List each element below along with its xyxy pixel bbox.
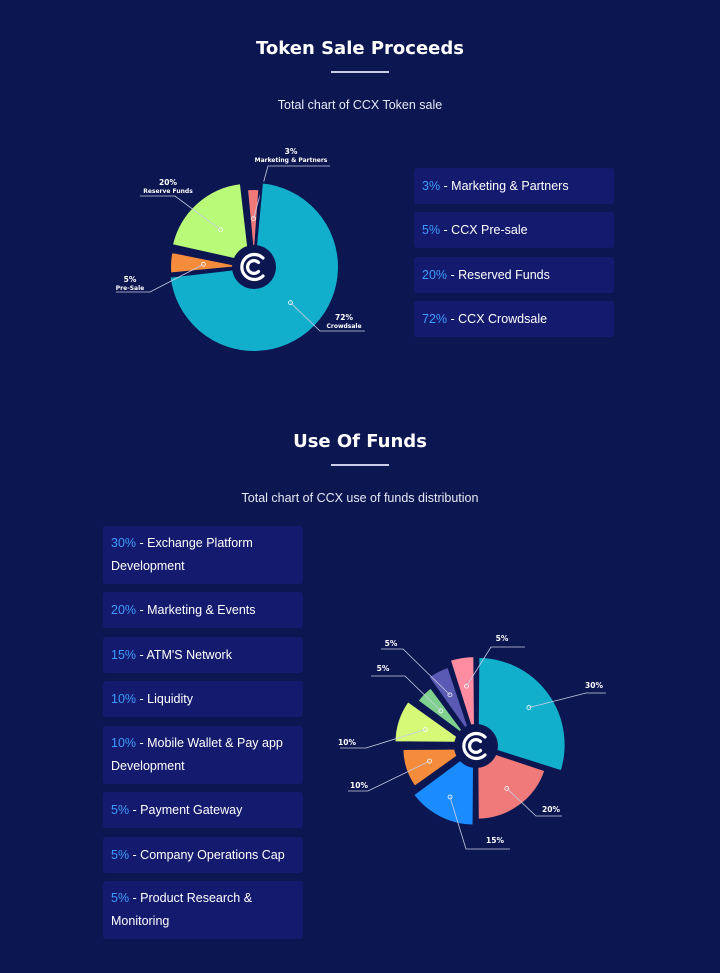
slice-name-label: Pre-Sale bbox=[116, 285, 144, 292]
slice-marker bbox=[438, 708, 444, 714]
legend-pct: 15% bbox=[111, 647, 137, 662]
slice-marker bbox=[447, 692, 453, 698]
leader-line bbox=[449, 796, 510, 850]
slice-name-label: Crowdsale bbox=[326, 323, 361, 330]
sale-legend-item: 20% - Reserved Funds bbox=[414, 257, 614, 293]
legend-pct: 10% bbox=[111, 736, 137, 750]
token-sale-pie-chart: 3%Marketing & Partners 72%Crowdsale 5%Pre-… bbox=[116, 147, 365, 353]
slice-percent-label: 5% bbox=[124, 275, 137, 284]
pie-slice bbox=[476, 655, 567, 773]
slice-marker bbox=[423, 727, 428, 732]
legend-pct: 5% bbox=[111, 802, 130, 817]
slice-percent-label: 3% bbox=[285, 147, 298, 156]
ccx-logo-inner-arc bbox=[468, 738, 483, 754]
slice-percent-label: 30% bbox=[585, 681, 603, 690]
slice-percent-label: 5% bbox=[385, 639, 398, 648]
pie-slice bbox=[476, 746, 547, 821]
slice-marker bbox=[288, 300, 293, 306]
legend-pct: 30% bbox=[111, 536, 137, 550]
legend-label: - CCX Crowdsale bbox=[447, 311, 548, 326]
ccx-logo-outer-arc bbox=[240, 252, 265, 282]
slice-marker bbox=[526, 705, 532, 710]
legend-label: - Company Operations Cap bbox=[129, 847, 285, 862]
sale-title: Token Sale Proceeds bbox=[256, 38, 464, 59]
funds-title: Use Of Funds bbox=[293, 431, 427, 452]
slice-percent-label: 15% bbox=[486, 836, 504, 845]
slice-percent-label: 10% bbox=[338, 738, 356, 747]
slice-percent-label: 20% bbox=[542, 805, 560, 814]
leader-line bbox=[340, 729, 426, 749]
sale-legend-item: 3% - Marketing & Partners bbox=[414, 168, 614, 204]
funds-legend-item: 30% - Exchange Platform Development bbox=[103, 526, 303, 584]
legend-label: - Marketing & Events bbox=[136, 602, 256, 617]
pie-slice bbox=[393, 699, 470, 744]
ccx-logo-icon bbox=[232, 245, 276, 289]
legend-pct: 20% bbox=[422, 267, 448, 282]
legend-pct: 10% bbox=[111, 691, 137, 706]
funds-legend-item: 20% - Marketing & Events bbox=[103, 592, 303, 628]
leader-line bbox=[140, 195, 221, 231]
slice-marker bbox=[464, 683, 469, 689]
slice-marker bbox=[200, 261, 206, 267]
funds-subtitle: Total chart of CCX use of funds distribu… bbox=[241, 491, 479, 505]
slice-marker bbox=[218, 227, 223, 233]
legend-label: - Reserved Funds bbox=[447, 267, 550, 282]
slice-marker bbox=[251, 216, 256, 222]
slice-name-label: Reserve Funds bbox=[143, 188, 193, 195]
pie-slice bbox=[448, 655, 477, 741]
leader-line bbox=[348, 760, 430, 792]
leader-line bbox=[506, 788, 562, 817]
leader-line bbox=[466, 646, 525, 687]
slice-marker bbox=[447, 794, 453, 800]
funds-legend-item: 10% - Liquidity bbox=[103, 681, 303, 717]
legend-label: - Product Research & Monitoring bbox=[111, 891, 253, 928]
legend-label: - Liquidity bbox=[136, 691, 194, 706]
pie-slice bbox=[411, 747, 476, 827]
slice-name-label: Marketing & Partners bbox=[255, 157, 328, 164]
legend-label: - ATM'S Network bbox=[136, 647, 232, 662]
legend-label: - Payment Gateway bbox=[129, 802, 243, 817]
legend-pct: 5% bbox=[111, 891, 130, 905]
legend-pct: 3% bbox=[422, 178, 441, 193]
legend-pct: 5% bbox=[422, 222, 441, 237]
slice-percent-label: 72% bbox=[335, 313, 353, 322]
sale-subtitle: Total chart of CCX Token sale bbox=[277, 98, 443, 112]
slice-percent-label: 5% bbox=[496, 634, 509, 643]
sale-legend-item: 5% - CCX Pre-sale bbox=[414, 212, 614, 248]
pie-slice bbox=[401, 747, 472, 789]
sale-title-rule bbox=[331, 71, 389, 73]
leader-line bbox=[116, 263, 204, 293]
legend-label: - Mobile Wallet & Pay app Development bbox=[111, 736, 283, 773]
funds-legend-item: 5% - Company Operations Cap bbox=[103, 837, 303, 873]
legend-label: - Marketing & Partners bbox=[440, 178, 569, 193]
legend-pct: 72% bbox=[422, 311, 448, 326]
slice-marker bbox=[427, 758, 432, 764]
ccx-logo-icon bbox=[454, 724, 498, 768]
legend-label: - Exchange Platform Development bbox=[111, 536, 253, 573]
legend-pct: 20% bbox=[111, 602, 137, 617]
leader-line bbox=[381, 648, 451, 696]
funds-legend-item: 10% - Mobile Wallet & Pay app Developmen… bbox=[103, 726, 303, 784]
slice-marker bbox=[504, 785, 510, 791]
funds-legend-item: 15% - ATM'S Network bbox=[103, 637, 303, 673]
ccx-logo-inner-arc bbox=[246, 259, 261, 275]
funds-title-rule bbox=[331, 464, 389, 466]
funds-legend-item: 5% - Payment Gateway bbox=[103, 792, 303, 828]
sale-legend-item: 72% - CCX Crowdsale bbox=[414, 301, 614, 337]
slice-percent-label: 10% bbox=[350, 781, 368, 790]
funds-legend-item: 5% - Product Research & Monitoring bbox=[103, 881, 303, 939]
slice-percent-label: 5% bbox=[377, 664, 390, 673]
legend-label: - CCX Pre-sale bbox=[440, 222, 528, 237]
ccx-logo-outer-arc bbox=[462, 731, 487, 761]
leader-line bbox=[253, 165, 330, 219]
leader-line bbox=[528, 692, 606, 708]
leader-line bbox=[290, 302, 365, 332]
slice-percent-label: 20% bbox=[159, 178, 177, 187]
legend-pct: 5% bbox=[111, 847, 130, 862]
leader-line bbox=[371, 675, 442, 712]
pie-slice bbox=[169, 250, 245, 275]
